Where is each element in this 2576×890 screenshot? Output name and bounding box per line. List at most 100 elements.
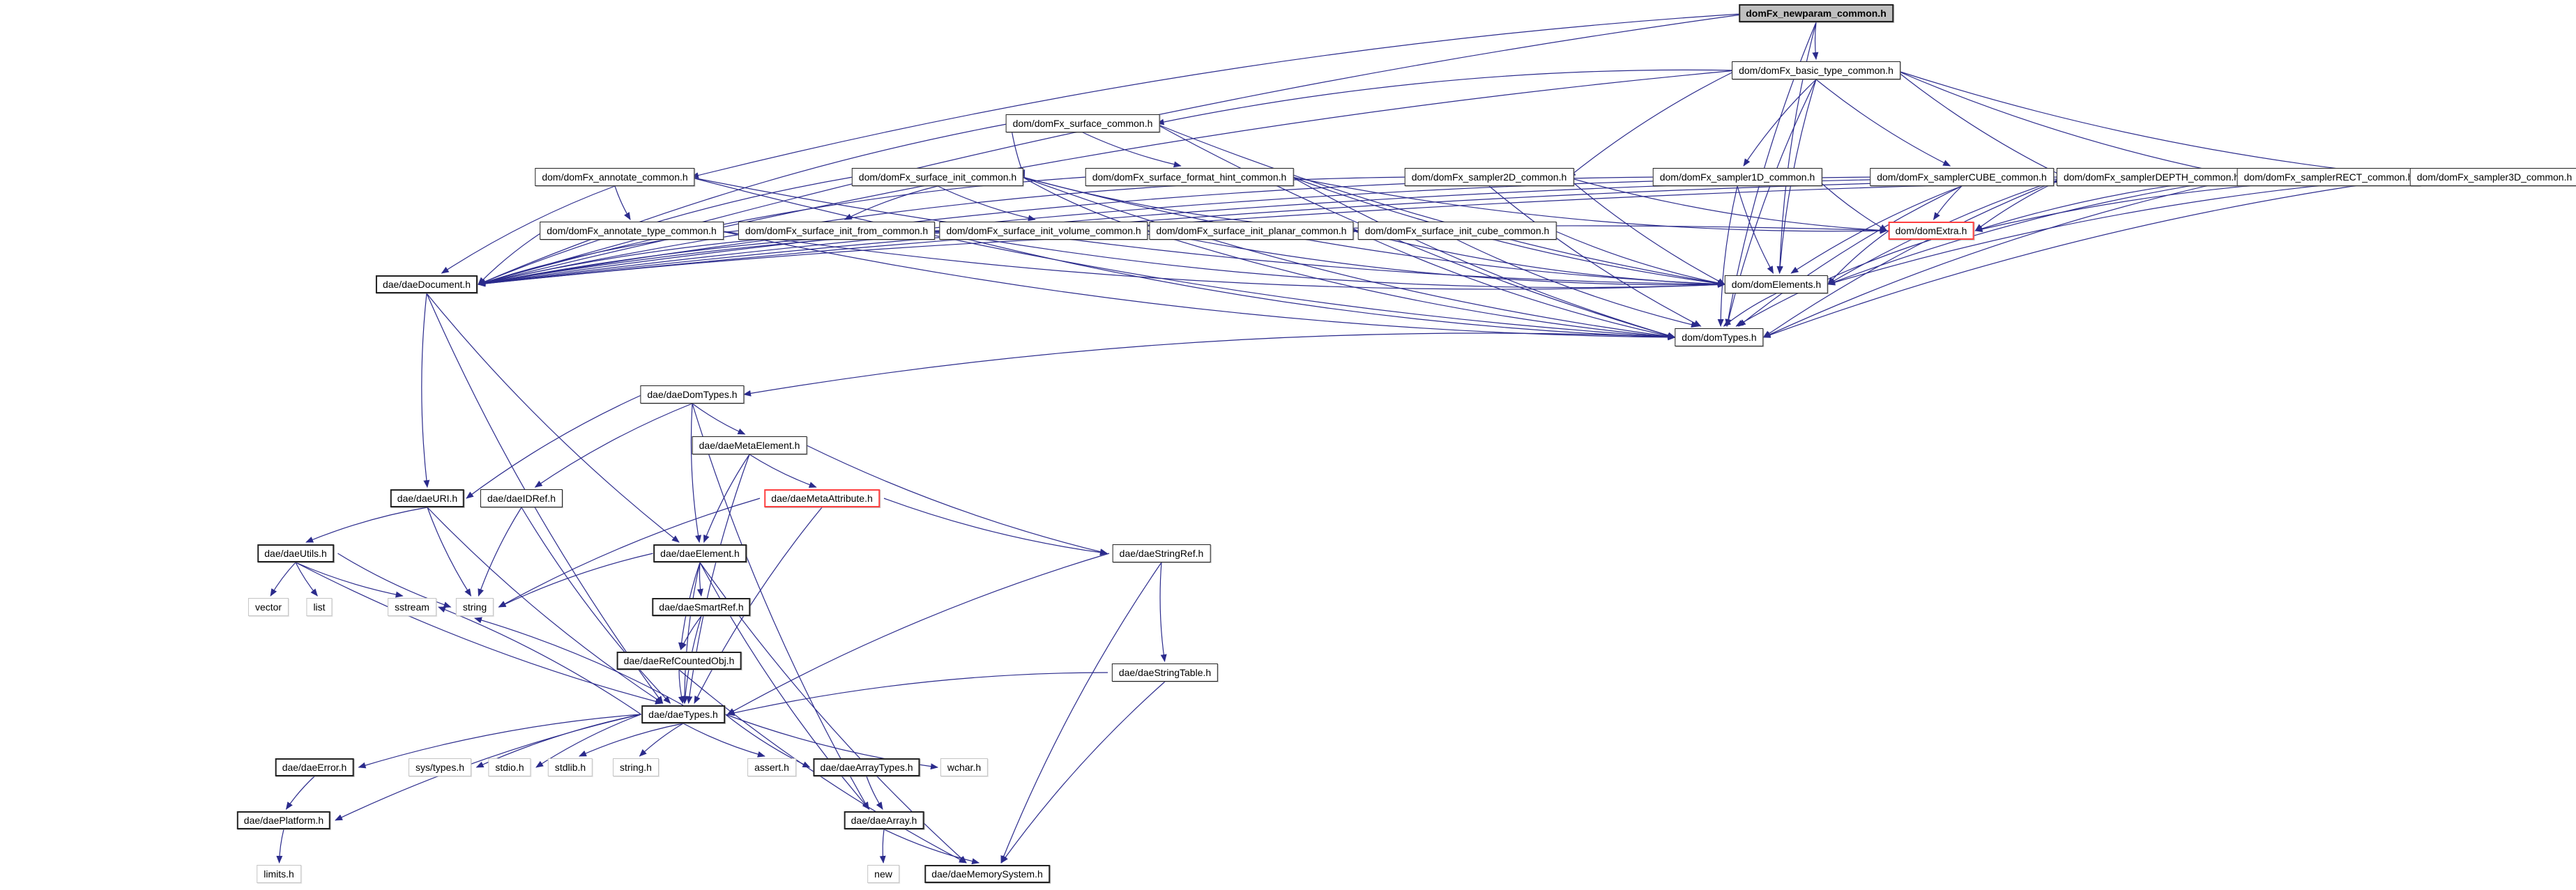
edge-init_vol-to-domelems [1145, 230, 1725, 288]
edge-s1d-to-extra [1814, 176, 1888, 231]
edge-daetypes-to-sstream [438, 606, 641, 715]
edge-s3d-to-domtypes [1762, 176, 2418, 338]
edge-surface-to-fmt_hint [1082, 132, 1182, 168]
edge-basic-to-sdepth [1896, 70, 2066, 178]
edge-sdepth-to-daedoc [478, 176, 2067, 287]
edge-daedomtypes-to-array [692, 403, 869, 810]
edge-daetypes-to-stringh [639, 723, 684, 757]
edge-metaelem-to-metaattr [749, 454, 817, 488]
edge-daetypes-to-string [474, 617, 684, 706]
graph-node-dae-daeidref-h[interactable]: dae/daeIDRef.h [480, 489, 563, 507]
edge-init_from-to-domelems [933, 230, 1725, 289]
graph-node-dom-domfx-surface-init-volume-common-h[interactable]: dom/domFx_surface_init_volume_common.h [939, 222, 1148, 240]
edge-uri-to-daetypes [427, 507, 664, 704]
edge-s2d-to-domelems [1566, 176, 1725, 285]
edge-basic-to-s2d [1568, 70, 1737, 178]
edge-smartref-to-refcount [680, 615, 702, 650]
edge-init_planar-to-domelems [1353, 230, 1725, 288]
edge-utils-to-vector [270, 562, 296, 597]
edge-metaattr-to-stringref [883, 498, 1108, 556]
edge-newparam-to-domelems [1776, 22, 1817, 274]
graph-node-dae-daedomtypes-h[interactable]: dae/daeDomTypes.h [640, 385, 745, 404]
edge-srect-to-domelems [1827, 176, 2247, 285]
graph-node-dae-daearray-h[interactable]: dae/daeArray.h [844, 811, 924, 829]
graph-node-dom-domfx-surface-init-cube-common-h[interactable]: dom/domFx_surface_init_cube_common.h [1357, 222, 1557, 240]
edge-array-to-memsys [883, 829, 980, 865]
edge-surface-to-daedoc [478, 123, 1011, 285]
edge-daetypes-to-assert [683, 723, 765, 758]
graph-node-dae-daeerror-h[interactable]: dae/daeError.h [275, 758, 354, 776]
graph-node-dom-domfx-basic-type-common-h[interactable]: dom/domFx_basic_type_common.h [1732, 61, 1900, 79]
edge-arraytypes-to-array [866, 776, 883, 810]
graph-node-dae-daetypes-h[interactable]: dae/daeTypes.h [641, 705, 725, 723]
graph-node-dom-domfx-sampler3d-common-h[interactable]: dom/domFx_sampler3D_common.h [2409, 168, 2576, 186]
edge-daedomtypes-to-metaelem [692, 403, 746, 435]
edge-annotate-to-domtypes [689, 176, 1676, 340]
graph-node-dom-domfx-surface-init-planar-common-h[interactable]: dom/domFx_surface_init_planar_common.h [1149, 222, 1354, 240]
edge-s1d-to-domelems [1737, 185, 1774, 274]
graph-node-dom-domfx-sampler1d-common-h[interactable]: dom/domFx_sampler1D_common.h [1652, 168, 1822, 186]
edge-fmt_hint-to-domtypes [1291, 176, 1676, 339]
graph-node-dom-domfx-samplercube-common-h[interactable]: dom/domFx_samplerCUBE_common.h [1870, 168, 2054, 186]
edge-init-to-init_from [844, 185, 938, 220]
edge-metaattr-to-string [498, 498, 761, 608]
edge-domelems-to-domtypes [1723, 293, 1777, 327]
graph-node-dom-domfx-surface-format-hint-common-h[interactable]: dom/domFx_surface_format_hint_common.h [1085, 168, 1294, 186]
edge-utils-to-sstream [295, 562, 404, 598]
edge-annotate-to-daedoc [441, 185, 616, 274]
graph-node-dae-daemetaattribute-h[interactable]: dae/daeMetaAttribute.h [764, 489, 880, 507]
edge-daedoc-to-elem [426, 293, 680, 543]
edge-srect-to-domtypes [1762, 176, 2247, 338]
edge-scube-to-extra [1933, 185, 1963, 220]
graph-node-dae-daestringref-h[interactable]: dae/daeStringRef.h [1112, 544, 1211, 562]
edge-surface-to-domtypes [1154, 123, 1676, 339]
graph-node-dom-domfx-sampler2d-common-h[interactable]: dom/domFx_sampler2D_common.h [1404, 168, 1574, 186]
graph-node-dae-daeelement-h[interactable]: dae/daeElement.h [653, 544, 747, 562]
graph-node-new: new [867, 865, 899, 883]
graph-node-dom-domtypes-h[interactable]: dom/domTypes.h [1675, 328, 1764, 346]
edge-array-to-new [879, 829, 886, 864]
graph-node-dom-domextra-h[interactable]: dom/domExtra.h [1888, 222, 1974, 240]
edge-newparam-to-daedoc [478, 13, 1752, 286]
edge-platform-to-limits [276, 829, 284, 864]
graph-node-dae-daeutils-h[interactable]: dae/daeUtils.h [257, 544, 334, 562]
edge-basic-to-surface [1156, 69, 1737, 125]
graph-node-sys-types-h: sys/types.h [408, 758, 472, 776]
edge-surface-to-domelems [1154, 123, 1725, 286]
edge-elem-to-daetypes [681, 562, 701, 704]
graph-node-dom-domfx-samplerdepth-common-h[interactable]: dom/domFx_samplerDEPTH_common.h [2056, 168, 2247, 186]
graph-node-dae-daestringtable-h[interactable]: dae/daeStringTable.h [1111, 663, 1219, 682]
graph-node-dae-daemetaelement-h[interactable]: dae/daeMetaElement.h [692, 436, 807, 454]
graph-node-dae-daedocument-h[interactable]: dae/daeDocument.h [375, 275, 478, 293]
graph-node-sstream: sstream [388, 598, 436, 616]
edge-daedomtypes-to-idref [534, 403, 693, 488]
graph-node-dom-domfx-samplerrect-common-h[interactable]: dom/domFx_samplerRECT_common.h [2236, 168, 2421, 186]
edge-utils-to-list [295, 562, 318, 597]
edge-init-to-domtypes [1022, 176, 1676, 340]
graph-node-stdlib-h: stdlib.h [547, 758, 593, 776]
edge-elem-to-smartref [696, 562, 703, 597]
graph-node-dae-daememorysystem-h[interactable]: dae/daeMemorySystem.h [924, 865, 1050, 883]
graph-node-dae-daerefcountedobj-h[interactable]: dae/daeRefCountedObj.h [616, 652, 742, 670]
edge-newparam-to-annotate [691, 13, 1752, 178]
graph-node-dom-domelements-h[interactable]: dom/domElements.h [1724, 275, 1829, 293]
graph-node-dom-domfx-annotate-type-common-h[interactable]: dom/domFx_annotate_type_common.h [540, 222, 724, 240]
edge-extra-to-domelems [1827, 230, 1889, 285]
graph-node-dom-domfx-annotate-common-h[interactable]: dom/domFx_annotate_common.h [535, 168, 695, 186]
graph-node-dae-daeuri-h[interactable]: dae/daeURI.h [390, 489, 465, 507]
graph-node-dae-daesmartref-h[interactable]: dae/daeSmartRef.h [652, 598, 751, 616]
edge-basic-to-scube [1815, 79, 1951, 167]
graph-node-stdio-h: stdio.h [488, 758, 531, 776]
graph-node-dae-daearraytypes-h[interactable]: dae/daeArrayTypes.h [813, 758, 920, 776]
edge-utils-to-string [337, 553, 452, 608]
edge-stringtable-to-memsys [1000, 681, 1166, 864]
graph-node-dom-domfx-surface-common-h[interactable]: dom/domFx_surface_common.h [1005, 114, 1160, 132]
graph-node-dom-domfx-surface-init-common-h[interactable]: dom/domFx_surface_init_common.h [851, 168, 1024, 186]
graph-node-dom-domfx-surface-init-from-common-h[interactable]: dom/domFx_surface_init_from_common.h [738, 222, 936, 240]
graph-node-dae-daeplatform-h[interactable]: dae/daePlatform.h [236, 811, 331, 829]
graph-node-vector: vector [247, 598, 289, 616]
edge-init_planar-to-domtypes [1353, 230, 1676, 339]
edge-utils-to-daetypes [295, 562, 663, 705]
